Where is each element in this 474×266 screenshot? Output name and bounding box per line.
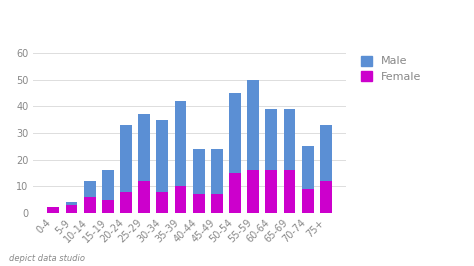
Bar [247,80,259,170]
Text: depict data studio: depict data studio [9,254,85,263]
Bar [65,202,77,205]
Bar [265,109,277,170]
Bar [283,109,295,170]
Bar [138,114,150,181]
Bar [156,192,168,213]
Bar [283,170,295,213]
Bar [320,125,332,181]
Bar [174,101,186,186]
Bar [211,194,223,213]
Bar [120,192,132,213]
Text: New Diagnoses by Age and Sex: New Diagnoses by Age and Sex [6,16,323,35]
Bar [265,170,277,213]
Bar [138,181,150,213]
Bar [193,194,205,213]
Bar [120,125,132,192]
Bar [65,205,77,213]
Bar [84,181,96,197]
Bar [102,200,114,213]
Bar [247,170,259,213]
Legend: Male, Female: Male, Female [361,56,421,82]
Bar [302,189,314,213]
Bar [156,120,168,192]
Bar [302,146,314,189]
Bar [211,149,223,194]
Bar [193,149,205,194]
Bar [102,170,114,200]
Bar [174,186,186,213]
Bar [229,173,241,213]
Bar [47,207,59,213]
Bar [229,93,241,173]
Bar [320,181,332,213]
Bar [84,197,96,213]
